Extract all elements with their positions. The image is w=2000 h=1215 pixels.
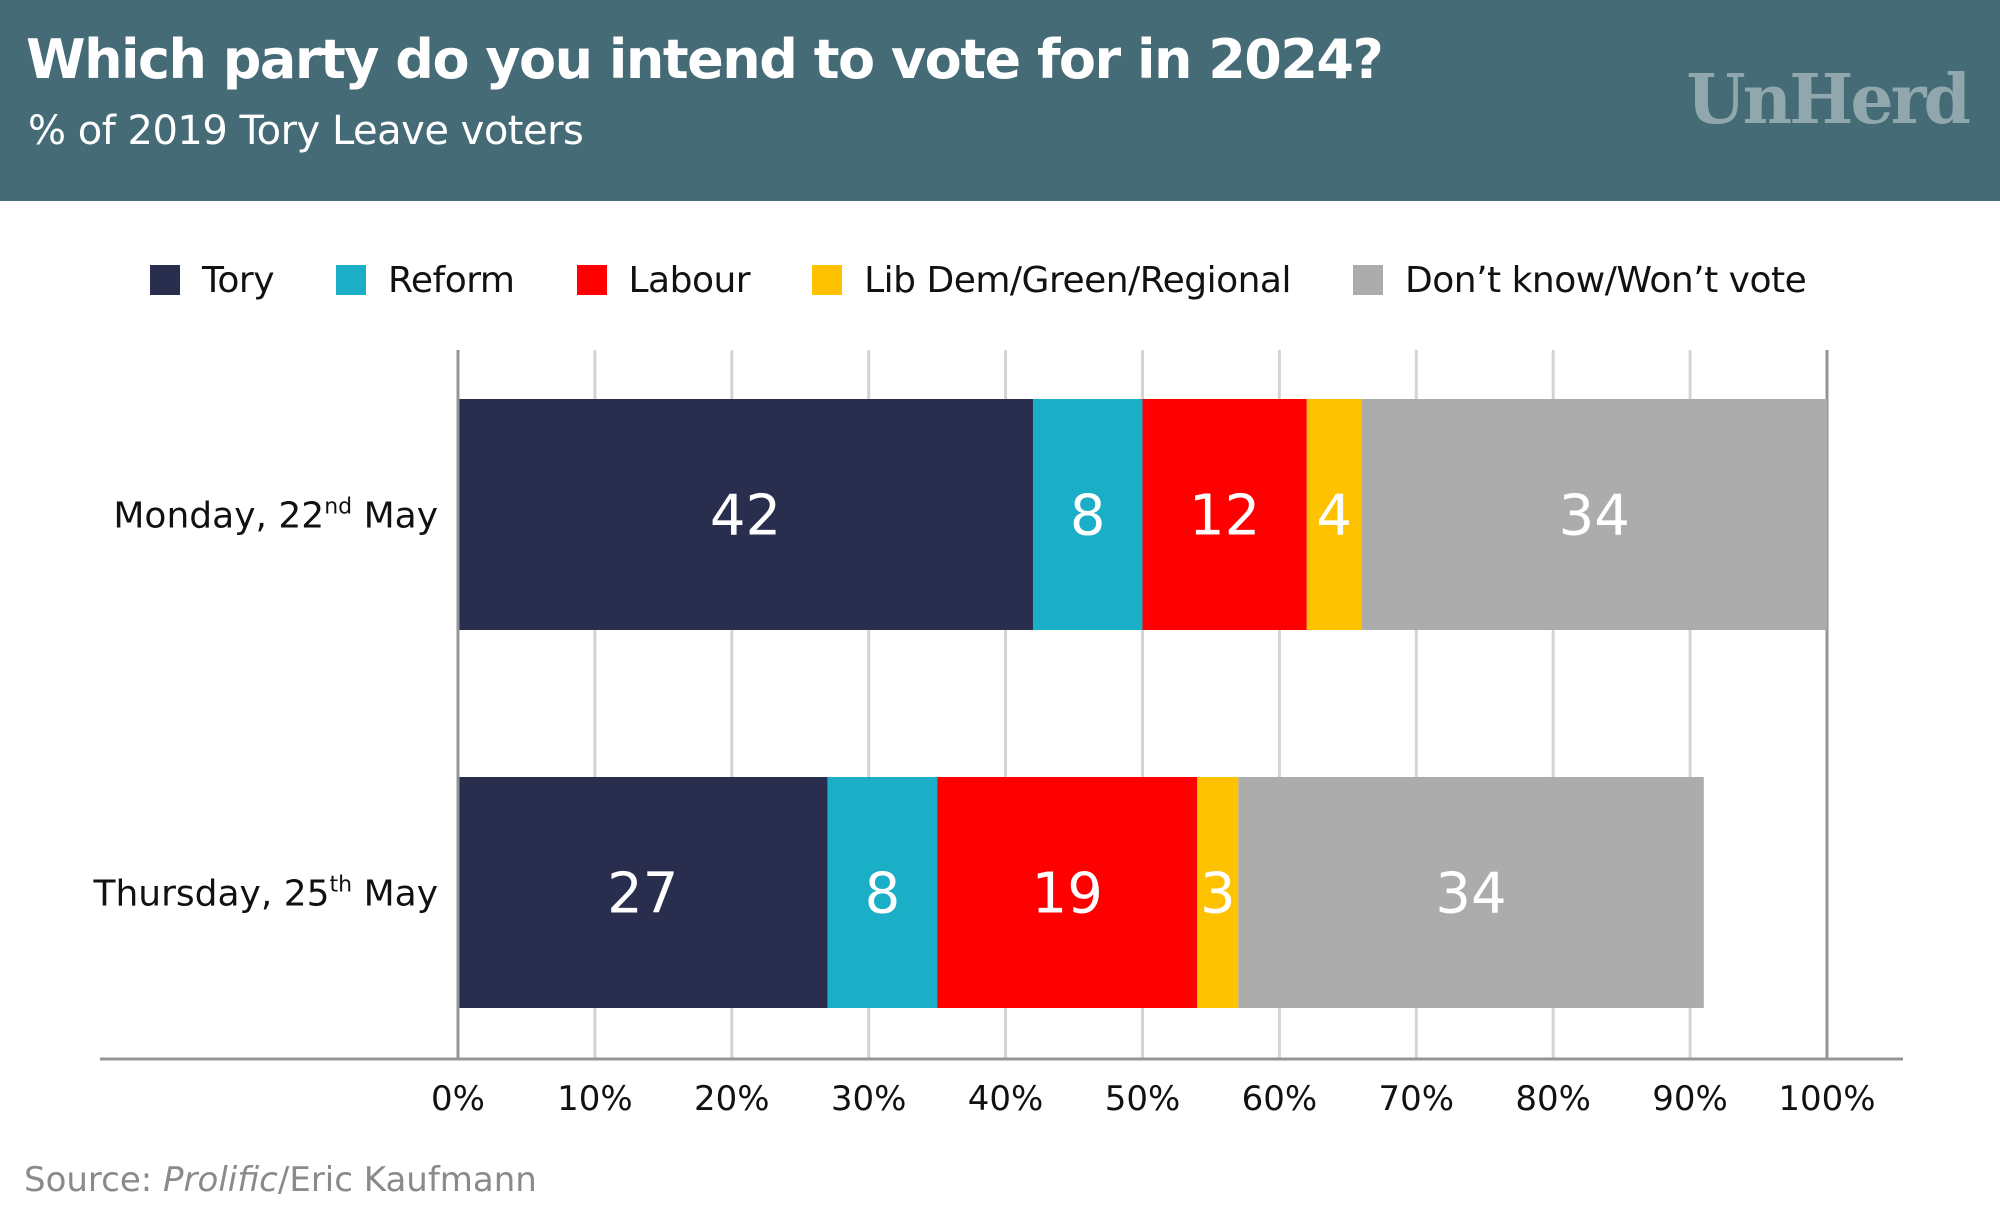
x-tick-label: 60% xyxy=(1242,1079,1318,1119)
legend-item-lib-dem-green-regional: Lib Dem/Green/Regional xyxy=(812,260,1291,301)
legend-label: Don’t know/Won’t vote xyxy=(1405,259,1807,301)
chart-subtitle: % of 2019 Tory Leave voters xyxy=(28,108,584,154)
bar-segment-labour xyxy=(937,777,1198,1008)
legend-swatch xyxy=(1353,265,1383,295)
bar-value-label: 8 xyxy=(865,862,901,927)
x-tick-label: 50% xyxy=(1105,1079,1181,1119)
unherd-logo: UnHerd xyxy=(1686,60,1971,140)
bar-segment-tory xyxy=(458,399,1033,630)
x-tick-label: 90% xyxy=(1652,1079,1728,1119)
bar-value-label: 34 xyxy=(1559,484,1630,549)
source-prefix: Source: xyxy=(24,1160,164,1200)
chart-legend: Tory Reform Labour Lib Dem/Green/Regional Do… xyxy=(150,254,1868,306)
legend-swatch xyxy=(812,265,843,295)
legend-label: Reform xyxy=(388,259,515,301)
legend-item-tory: Tory xyxy=(150,259,275,301)
source-italic: Prolific xyxy=(163,1160,278,1200)
bar-segment-lib-dem-green-regional xyxy=(1306,399,1362,630)
bar-value-label: 42 xyxy=(710,484,781,549)
bar-value-label: 12 xyxy=(1189,484,1260,549)
x-tick-label: 10% xyxy=(557,1079,633,1119)
x-tick-label: 20% xyxy=(694,1079,770,1119)
legend-label: Labour xyxy=(628,259,751,301)
x-tick-label: 30% xyxy=(831,1079,907,1119)
x-tick-label: 100% xyxy=(1778,1079,1875,1119)
legend-swatch xyxy=(336,265,367,295)
bar-segment-don-t-know-won-t-vote xyxy=(1361,399,1827,630)
x-tick-label: 80% xyxy=(1515,1079,1591,1119)
x-tick-label: 70% xyxy=(1379,1079,1455,1119)
bar-segment-lib-dem-green-regional xyxy=(1197,777,1239,1008)
chart-title: Which party do you intend to vote for in… xyxy=(26,28,1384,91)
bar-value-label: 19 xyxy=(1032,862,1103,927)
category-label: Monday, 22nd May xyxy=(113,495,438,537)
bar-row-1: 42 8 12 4 34 xyxy=(458,399,1827,630)
bar-value-label: 27 xyxy=(607,862,678,927)
legend-item-don-t-know-won-t-vote: Don’t know/Won’t vote xyxy=(1353,259,1807,301)
bar-value-label: 3 xyxy=(1200,862,1236,927)
bar-segment-labour xyxy=(1142,399,1307,630)
bar-row-2: 27 8 19 3 34 xyxy=(458,777,1704,1008)
category-label: Thursday, 25th May xyxy=(92,873,438,915)
legend-item-labour: Labour xyxy=(576,259,751,301)
x-tick-label: 0% xyxy=(431,1079,485,1119)
legend-swatch xyxy=(576,265,607,295)
legend-swatch xyxy=(150,265,180,295)
bar-value-label: 8 xyxy=(1070,484,1106,549)
x-tick-label: 40% xyxy=(968,1079,1044,1119)
bar-segment-don-t-know-won-t-vote xyxy=(1238,777,1704,1008)
source-suffix: /Eric Kaufmann xyxy=(277,1160,537,1200)
legend-label: Tory xyxy=(202,259,275,301)
chart-header: Which party do you intend to vote for in… xyxy=(0,0,2000,201)
bar-segment-reform xyxy=(827,777,938,1008)
legend-item-reform: Reform xyxy=(336,259,515,301)
legend-label: Lib Dem/Green/Regional xyxy=(864,259,1291,301)
bar-segment-reform xyxy=(1032,399,1143,630)
bar-value-label: 34 xyxy=(1435,862,1506,927)
source-note: Source: Prolific/Eric Kaufmann xyxy=(24,1160,537,1200)
bar-segment-tory xyxy=(458,777,828,1008)
bar-value-label: 4 xyxy=(1316,484,1352,549)
